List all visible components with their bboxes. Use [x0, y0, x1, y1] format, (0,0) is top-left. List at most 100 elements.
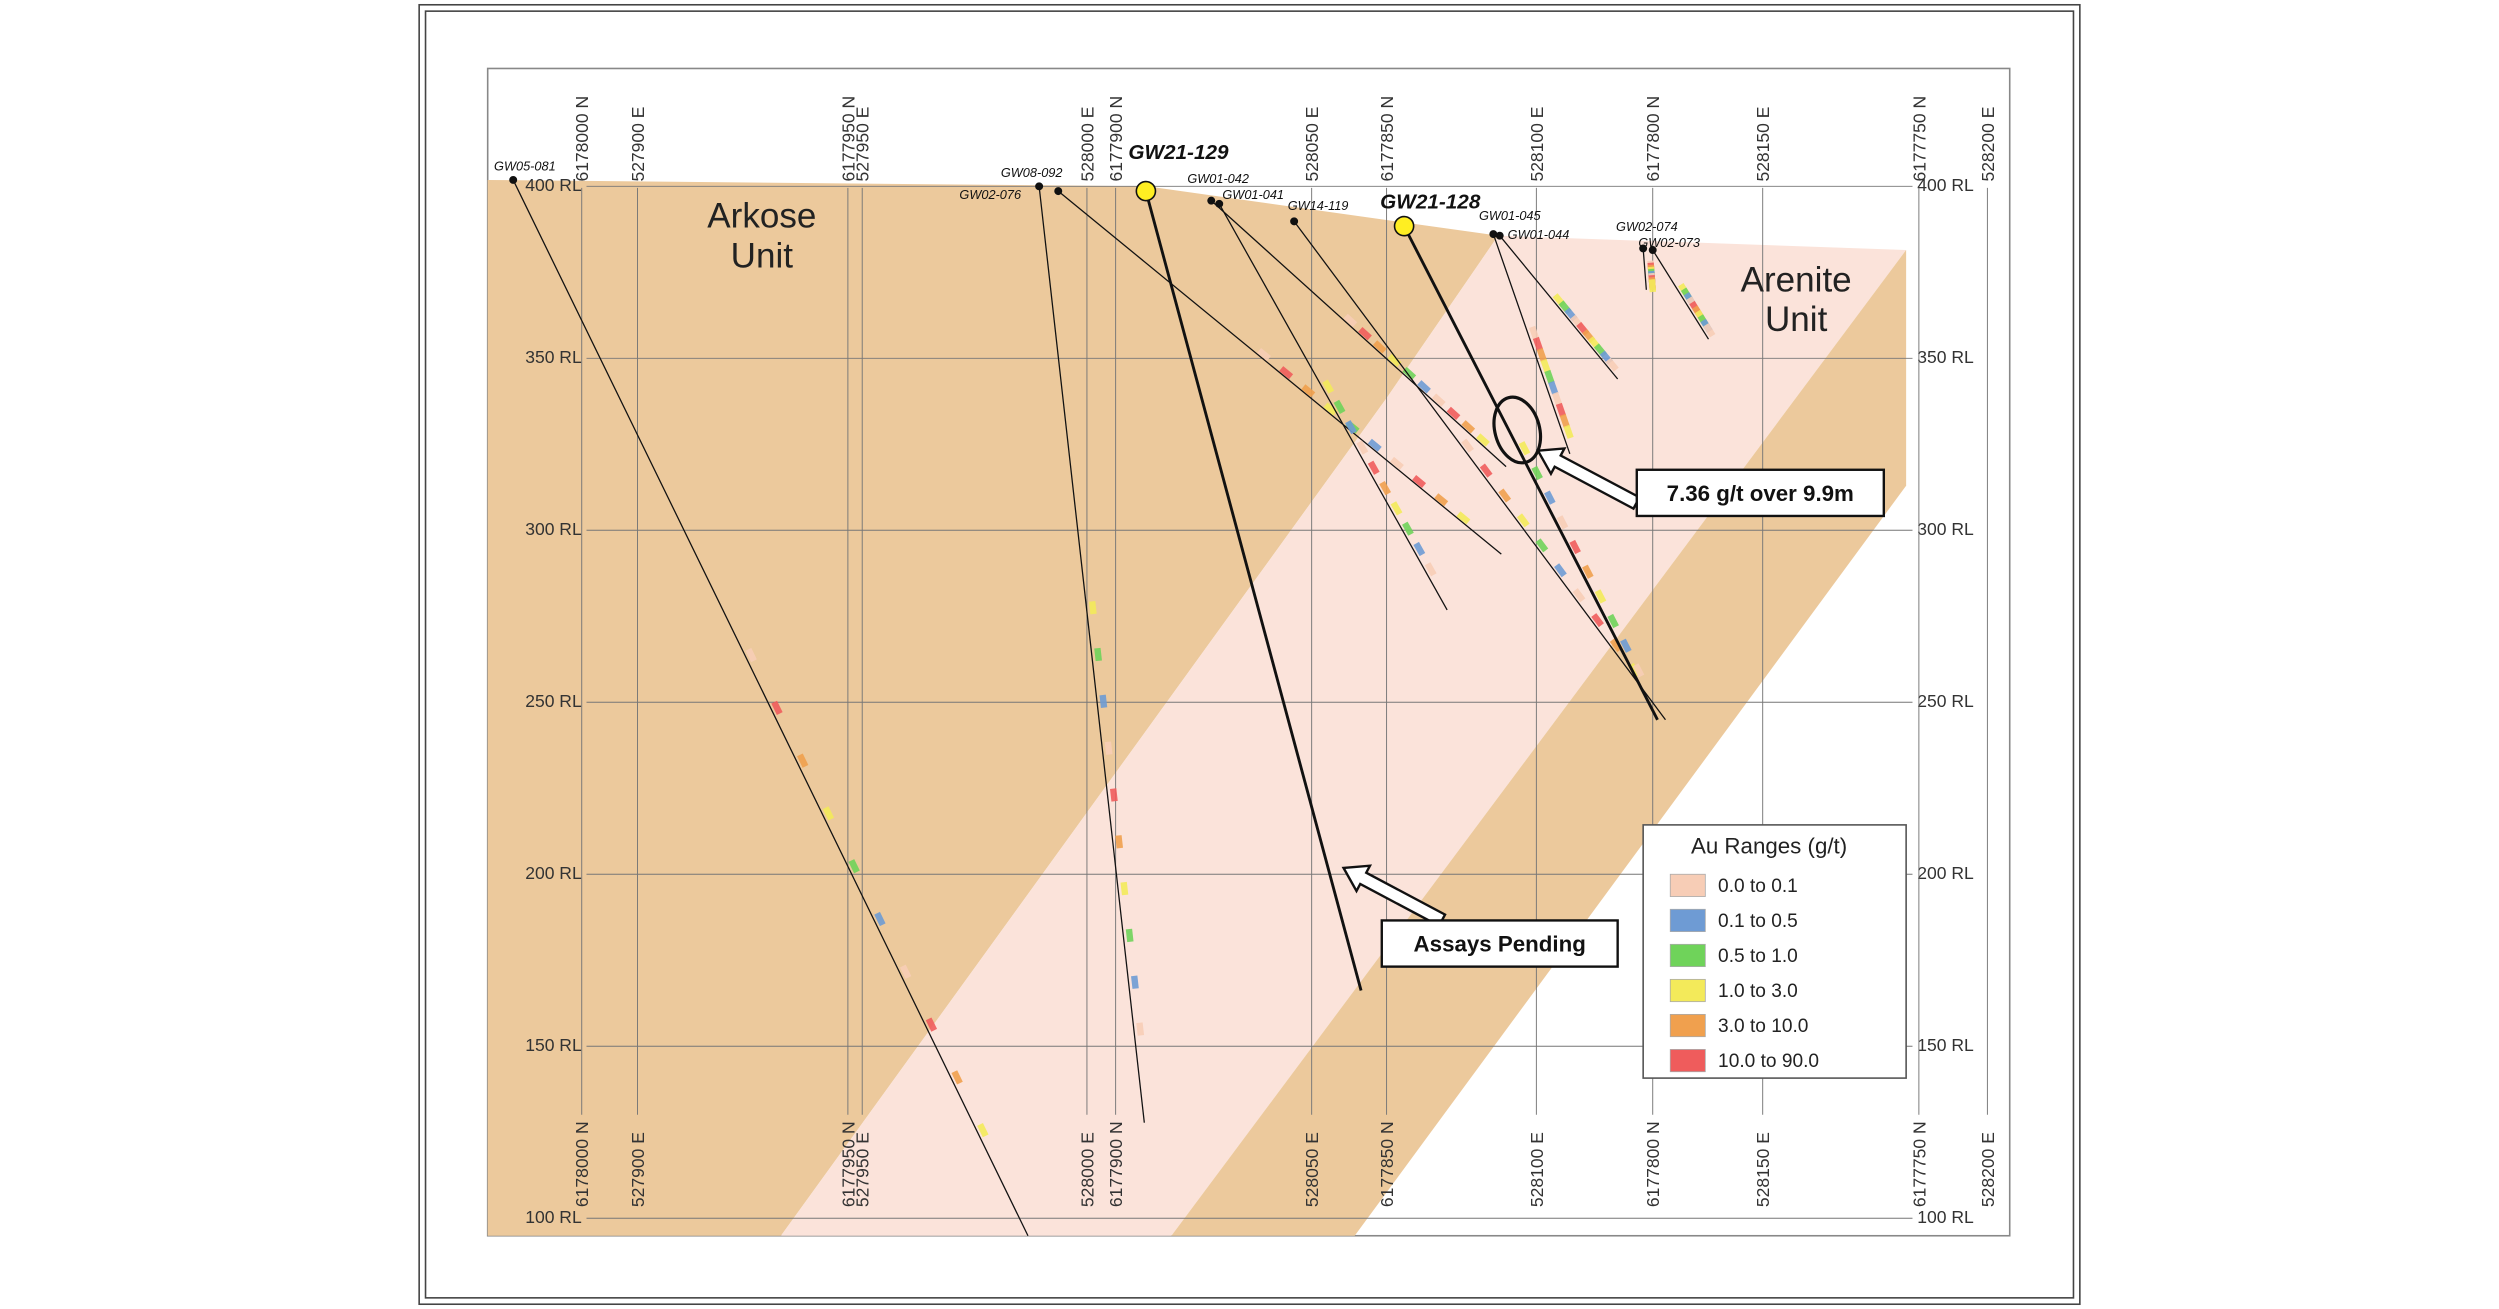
hole-trace	[1218, 203, 1448, 611]
assay-interval	[1417, 380, 1431, 394]
assay-interval	[1104, 741, 1113, 755]
grid-label: 527950 E	[853, 1132, 873, 1207]
assay-interval	[822, 806, 835, 821]
grid-label: 6177950 N	[838, 1121, 858, 1207]
grid-label: 528050 E	[1302, 1132, 1322, 1207]
assay-interval	[1322, 379, 1335, 394]
assay-interval	[1516, 513, 1530, 528]
collar	[1489, 230, 1498, 239]
assay-interval	[1279, 366, 1294, 380]
elevation-label: 150 RL	[1917, 1035, 1974, 1055]
assay-interval	[1402, 521, 1414, 536]
hole-label: GW02-076	[959, 187, 1022, 202]
legend-swatch	[1669, 873, 1706, 897]
assay-interval	[1372, 340, 1387, 354]
legend-swatch	[1669, 978, 1706, 1003]
collar	[1054, 187, 1063, 196]
assay-interval	[925, 1017, 938, 1032]
unit-label: Arkose	[707, 197, 816, 236]
assay-interval	[1476, 433, 1490, 447]
assay-interval	[1605, 357, 1619, 372]
hole-trace	[1492, 233, 1571, 455]
assay-interval	[1446, 406, 1461, 421]
elevation-label: 350 RL	[525, 347, 582, 367]
assay-interval	[1498, 488, 1512, 503]
grid-label: 528200 E	[1978, 107, 1998, 182]
elevation-label: 400 RL	[1917, 175, 1974, 195]
legend-label: 0.5 to 1.0	[1718, 946, 1798, 967]
collar	[1135, 180, 1157, 202]
assay-interval	[1131, 975, 1139, 989]
assay-interval	[1518, 441, 1531, 456]
assay-interval	[745, 647, 757, 663]
assay-interval	[1387, 353, 1402, 367]
legend-label: 1.0 to 3.0	[1718, 981, 1798, 1002]
grid-label: 6178000 N	[572, 1121, 592, 1207]
assay-interval	[1548, 380, 1559, 395]
legend-label: 0.1 to 0.5	[1718, 911, 1798, 932]
collar	[1393, 215, 1415, 237]
hole-label: GW01-042	[1187, 171, 1249, 186]
assay-interval	[1434, 493, 1449, 507]
hole-label: GW02-073	[1638, 235, 1700, 250]
hole-trace	[1038, 186, 1145, 1123]
unit-label: Unit	[1765, 300, 1828, 339]
collar	[1207, 196, 1216, 205]
assay-interval	[1582, 564, 1594, 579]
elevation-label: 350 RL	[1917, 347, 1974, 367]
assay-interval	[1125, 928, 1134, 943]
hole-label: GW02-074	[1616, 219, 1678, 234]
assay-interval	[1703, 323, 1716, 338]
assay-interval	[1529, 325, 1540, 341]
assay-interval	[1379, 480, 1392, 496]
collar	[1648, 246, 1657, 254]
elevation-label: 250 RL	[1917, 691, 1974, 711]
assay-interval	[1431, 393, 1446, 407]
grid-label: 6177800 N	[1643, 96, 1663, 182]
assay-interval	[1115, 835, 1124, 849]
assay-interval	[1479, 463, 1493, 478]
assay-interval	[771, 700, 783, 715]
legend-swatch	[1669, 943, 1706, 968]
legend-label: 0.0 to 0.1	[1718, 876, 1798, 897]
assay-interval	[1367, 438, 1382, 452]
assay-interval	[1569, 539, 1581, 555]
assay-interval	[1109, 788, 1118, 802]
legend-title: Au Ranges (g/t)	[1691, 834, 1847, 859]
collar	[1290, 217, 1299, 226]
assay-interval	[1572, 588, 1586, 603]
callout-text: Assays Pending	[1414, 932, 1586, 957]
legend-swatch	[1669, 1049, 1706, 1073]
assay-interval	[1620, 638, 1632, 653]
grid-label: 6177900 N	[1106, 96, 1126, 182]
collar	[1639, 244, 1648, 253]
highlight	[1492, 395, 1543, 465]
assay-interval	[1367, 460, 1380, 475]
grid-label: 6178000 N	[572, 96, 592, 182]
assay-interval	[1535, 538, 1549, 553]
hole-label: GW01-045	[1479, 208, 1542, 223]
assay-interval	[1088, 600, 1097, 615]
hole-label: GW01-041	[1222, 187, 1284, 202]
grid-label: 6177850 N	[1377, 96, 1397, 182]
assay-interval	[1333, 399, 1346, 414]
assay-interval	[1563, 424, 1574, 439]
assay-interval	[1648, 279, 1657, 293]
hole-label: GW21-128	[1380, 191, 1481, 214]
hole-label: GW05-081	[494, 158, 556, 173]
assay-interval	[1531, 465, 1543, 481]
collar	[509, 175, 518, 184]
assay-interval	[1323, 402, 1338, 416]
assay-interval	[1536, 347, 1547, 363]
unit-label: Unit	[731, 237, 794, 276]
grid-label: 528200 E	[1978, 1132, 1998, 1207]
elevation-label: 200 RL	[525, 863, 582, 883]
assay-interval	[1540, 358, 1551, 374]
assay-interval	[848, 859, 860, 874]
elevation-label: 300 RL	[1917, 519, 1974, 539]
grid-label: 528150 E	[1753, 1132, 1773, 1207]
assay-interval	[1301, 384, 1316, 398]
hole-label: GW21-129	[1128, 141, 1229, 164]
elevation-label: 250 RL	[525, 691, 582, 711]
assay-interval	[1594, 589, 1607, 604]
